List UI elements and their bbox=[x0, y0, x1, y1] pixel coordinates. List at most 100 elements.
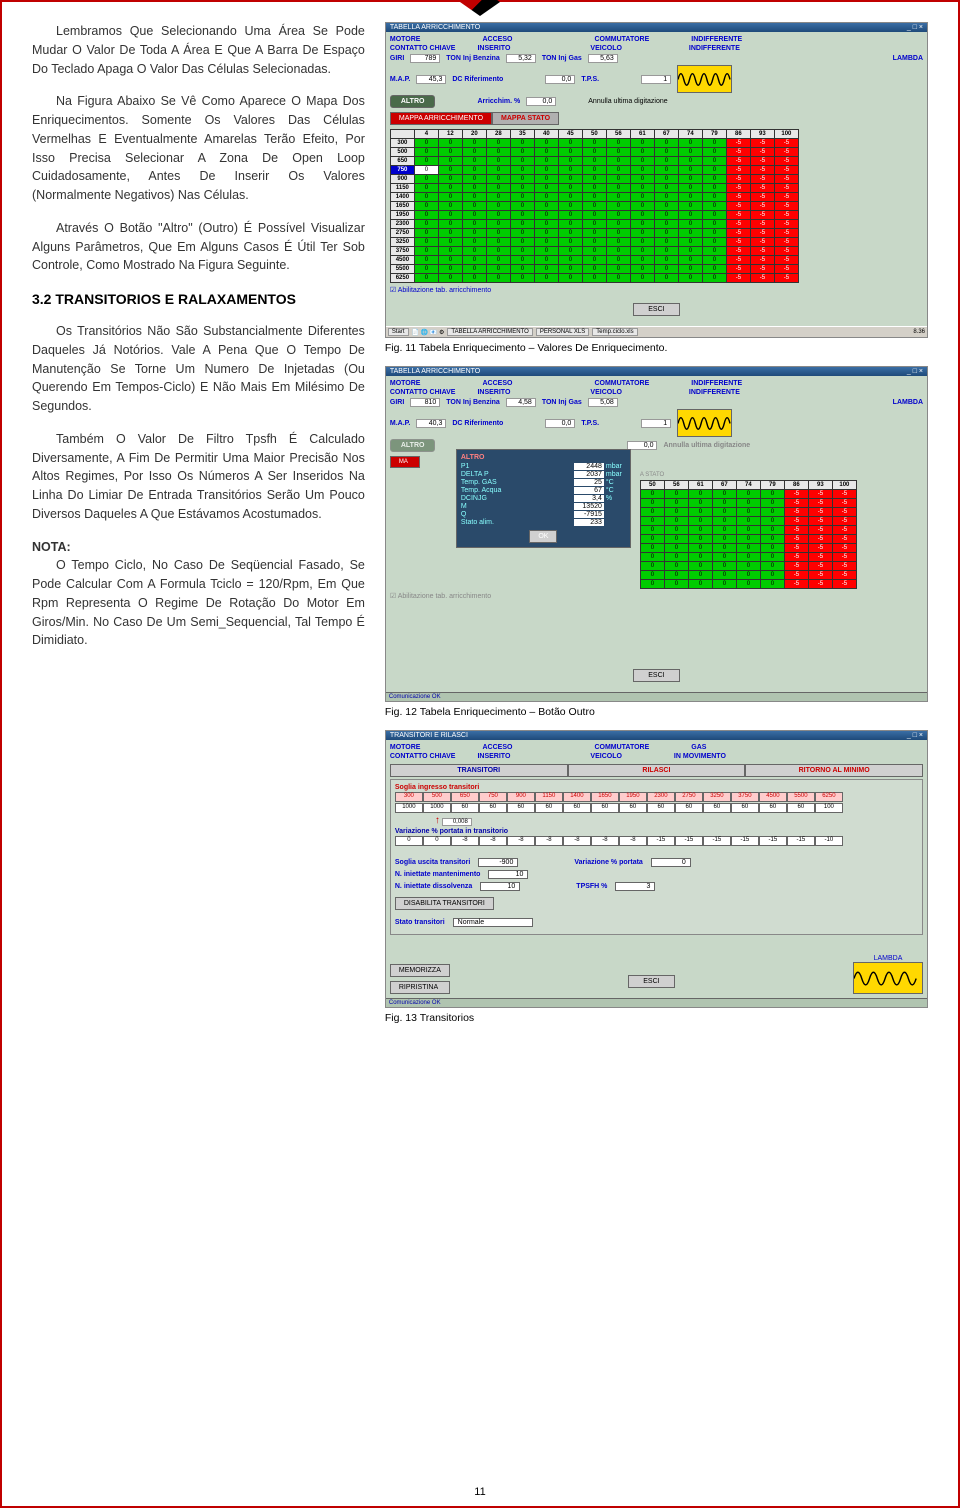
paragraph: Através O Botão "Altro" (Outro) É Possív… bbox=[32, 219, 365, 275]
start-button[interactable]: Start bbox=[388, 328, 409, 336]
paragraph: Também O Valor De Filtro Tpsfh É Calcula… bbox=[32, 430, 365, 524]
altro-button[interactable]: ALTRO bbox=[390, 95, 436, 108]
label: TPSFH % bbox=[576, 883, 607, 890]
status-bar: Comunicazione OK bbox=[386, 692, 927, 701]
popup-title: ALTRO bbox=[461, 454, 626, 461]
label: N. iniettate dissolvenza bbox=[395, 883, 472, 890]
window-controls[interactable]: _ □ × bbox=[907, 368, 923, 375]
ripristina-button[interactable]: RIPRISTINA bbox=[390, 981, 450, 994]
field[interactable]: -900 bbox=[478, 858, 518, 867]
selected-value[interactable]: 0,008 bbox=[442, 818, 472, 826]
altro-button[interactable]: ALTRO bbox=[390, 439, 436, 452]
field-giri[interactable]: 810 bbox=[410, 398, 440, 407]
disabilita-button[interactable]: DISABILITA TRANSITORI bbox=[395, 897, 494, 910]
tab-mappa-arricchimento[interactable]: MAPPA ARRICCHIMENTO bbox=[390, 112, 492, 125]
paragraph: Lembramos Que Selecionando Uma Área Se P… bbox=[32, 22, 365, 78]
taskbar-item[interactable]: PERSONAL XLS bbox=[536, 328, 589, 336]
label: MOTORE bbox=[390, 380, 421, 387]
lambda-waveform bbox=[677, 409, 732, 437]
arrow-up-icon: ↑ bbox=[435, 815, 440, 826]
logo-diamond bbox=[460, 0, 500, 16]
label-chiave: CONTATTO CHIAVE bbox=[390, 45, 456, 52]
label: TON Inj Gas bbox=[542, 399, 582, 406]
screenshot-enrichment-table: TABELLA ARRICCHIMENTO _ □ × MOTORE ACCES… bbox=[385, 22, 928, 338]
esci-button[interactable]: ESCI bbox=[633, 303, 679, 316]
field-ton-gas[interactable]: 5,63 bbox=[588, 54, 618, 63]
taskbar-item[interactable]: TABELLA ARRICCHIMENTO bbox=[447, 328, 532, 336]
field[interactable]: 3 bbox=[615, 882, 655, 891]
value: GAS bbox=[691, 744, 706, 751]
label-lambda: LAMBDA bbox=[893, 55, 923, 62]
figure-caption: Fig. 12 Tabela Enriquecimento – Botão Ou… bbox=[385, 706, 928, 718]
ok-button[interactable]: OK bbox=[529, 530, 557, 543]
field-arricchim[interactable]: 0,0 bbox=[526, 97, 556, 106]
screenshot-enrichment-altro: TABELLA ARRICCHIMENTO _ □ × MOTORE ACCES… bbox=[385, 366, 928, 702]
label-ton-gas: TON Inj Gas bbox=[542, 55, 582, 62]
field-tps[interactable]: 0,0 bbox=[545, 75, 575, 84]
label: INDIFFERENTE bbox=[689, 389, 740, 396]
taskbar: Start 📄 🌐 📧 ⚙ TABELLA ARRICCHIMENTO PERS… bbox=[386, 326, 927, 337]
taskbar-clock: 8.36 bbox=[913, 329, 925, 335]
soglia-label: Soglia ingresso transitori bbox=[395, 784, 918, 791]
field[interactable]: 4,58 bbox=[506, 398, 536, 407]
field[interactable]: 0,0 bbox=[627, 441, 657, 450]
label-arricchim: Arricchim. % bbox=[477, 98, 520, 105]
paragraph: Os Transitórios Não São Substancialmente… bbox=[32, 322, 365, 416]
field-giri[interactable]: 789 bbox=[410, 54, 440, 63]
tab-mappa-stato[interactable]: MAPPA STATO bbox=[492, 112, 559, 125]
label: ACCESO bbox=[482, 744, 512, 751]
taskbar-item[interactable]: Temp.ciclo.xls bbox=[592, 328, 637, 336]
window-title: TABELLA ARRICCHIMENTO bbox=[390, 368, 480, 375]
field[interactable]: 10 bbox=[488, 870, 528, 879]
abilitazione-checkbox[interactable]: ☑ Abilitazione tab. arricchimento bbox=[390, 286, 923, 294]
enrichment-grid-partial[interactable]: 5056616774798693100000000-5-5-5000000-5-… bbox=[640, 480, 857, 589]
label: VEICOLO bbox=[590, 389, 622, 396]
enrichment-grid[interactable]: 4122028354045505661677479869310030000000… bbox=[390, 129, 799, 283]
label-commutatore: COMMUTATORE bbox=[594, 36, 649, 43]
screenshot-transitori: TRANSITORI E RILASCI _ □ × MOTORE ACCESO… bbox=[385, 730, 928, 1008]
tab-transitori[interactable]: TRANSITORI bbox=[390, 764, 568, 777]
window-title: TABELLA ARRICCHIMENTO bbox=[390, 24, 480, 31]
lambda-waveform bbox=[677, 65, 732, 93]
field-ton-benzina[interactable]: 5,32 bbox=[506, 54, 536, 63]
lambda-label: LAMBDA bbox=[853, 955, 923, 962]
note-label: NOTA: bbox=[32, 538, 365, 557]
altro-popup: ALTRO P12448mbarDELTA P2037mbarTemp. GAS… bbox=[456, 449, 631, 548]
field[interactable]: 0,0 bbox=[545, 419, 575, 428]
label-inserito: INSERITO bbox=[477, 45, 510, 52]
field-one[interactable]: 1 bbox=[641, 75, 671, 84]
window-controls[interactable]: _ □ × bbox=[907, 732, 923, 739]
page-number: 11 bbox=[474, 1486, 485, 1498]
label-ton-benzina: TON Inj Benzina bbox=[446, 55, 500, 62]
label: CONTATTO CHIAVE bbox=[390, 389, 456, 396]
esci-button[interactable]: ESCI bbox=[628, 975, 674, 988]
memorizza-button[interactable]: MEMORIZZA bbox=[390, 964, 450, 977]
field[interactable]: 1 bbox=[641, 419, 671, 428]
label-dc-rif: DC Riferimento bbox=[452, 76, 503, 83]
tab-ritorno-minimo[interactable]: RITORNO AL MINIMO bbox=[745, 764, 923, 777]
field-map[interactable]: 45,3 bbox=[416, 75, 446, 84]
annulla-button[interactable]: Annulla ultima digitazione bbox=[588, 98, 667, 105]
label: LAMBDA bbox=[893, 399, 923, 406]
tab-short[interactable]: MA bbox=[390, 456, 420, 468]
figure-caption: Fig. 13 Transitorios bbox=[385, 1012, 928, 1024]
annulla-disabled: Annulla ultima digitazione bbox=[663, 442, 750, 449]
label: M.A.P. bbox=[390, 420, 411, 427]
field[interactable]: 0 bbox=[651, 858, 691, 867]
label: CONTATTO CHIAVE bbox=[390, 753, 456, 760]
field[interactable]: 5,08 bbox=[588, 398, 618, 407]
figure-caption: Fig. 11 Tabela Enriquecimento – Valores … bbox=[385, 342, 928, 354]
field[interactable]: 10 bbox=[480, 882, 520, 891]
esci-button[interactable]: ESCI bbox=[633, 669, 679, 682]
label: INSERITO bbox=[477, 389, 510, 396]
variazione-label: Variazione % portata in transitorio bbox=[395, 828, 918, 835]
label-acceso: ACCESO bbox=[482, 36, 512, 43]
label-tps: T.P.S. bbox=[581, 76, 599, 83]
paragraph: Na Figura Abaixo Se Vê Como Aparece O Ma… bbox=[32, 92, 365, 205]
tab-rilasci[interactable]: RILASCI bbox=[568, 764, 746, 777]
paragraph: O Tempo Ciclo, No Caso De Seqüencial Fas… bbox=[32, 556, 365, 650]
label-map: M.A.P. bbox=[390, 76, 411, 83]
window-controls[interactable]: _ □ × bbox=[907, 24, 923, 31]
figures-column: TABELLA ARRICCHIMENTO _ □ × MOTORE ACCES… bbox=[385, 22, 928, 1036]
field[interactable]: 40,3 bbox=[416, 419, 446, 428]
